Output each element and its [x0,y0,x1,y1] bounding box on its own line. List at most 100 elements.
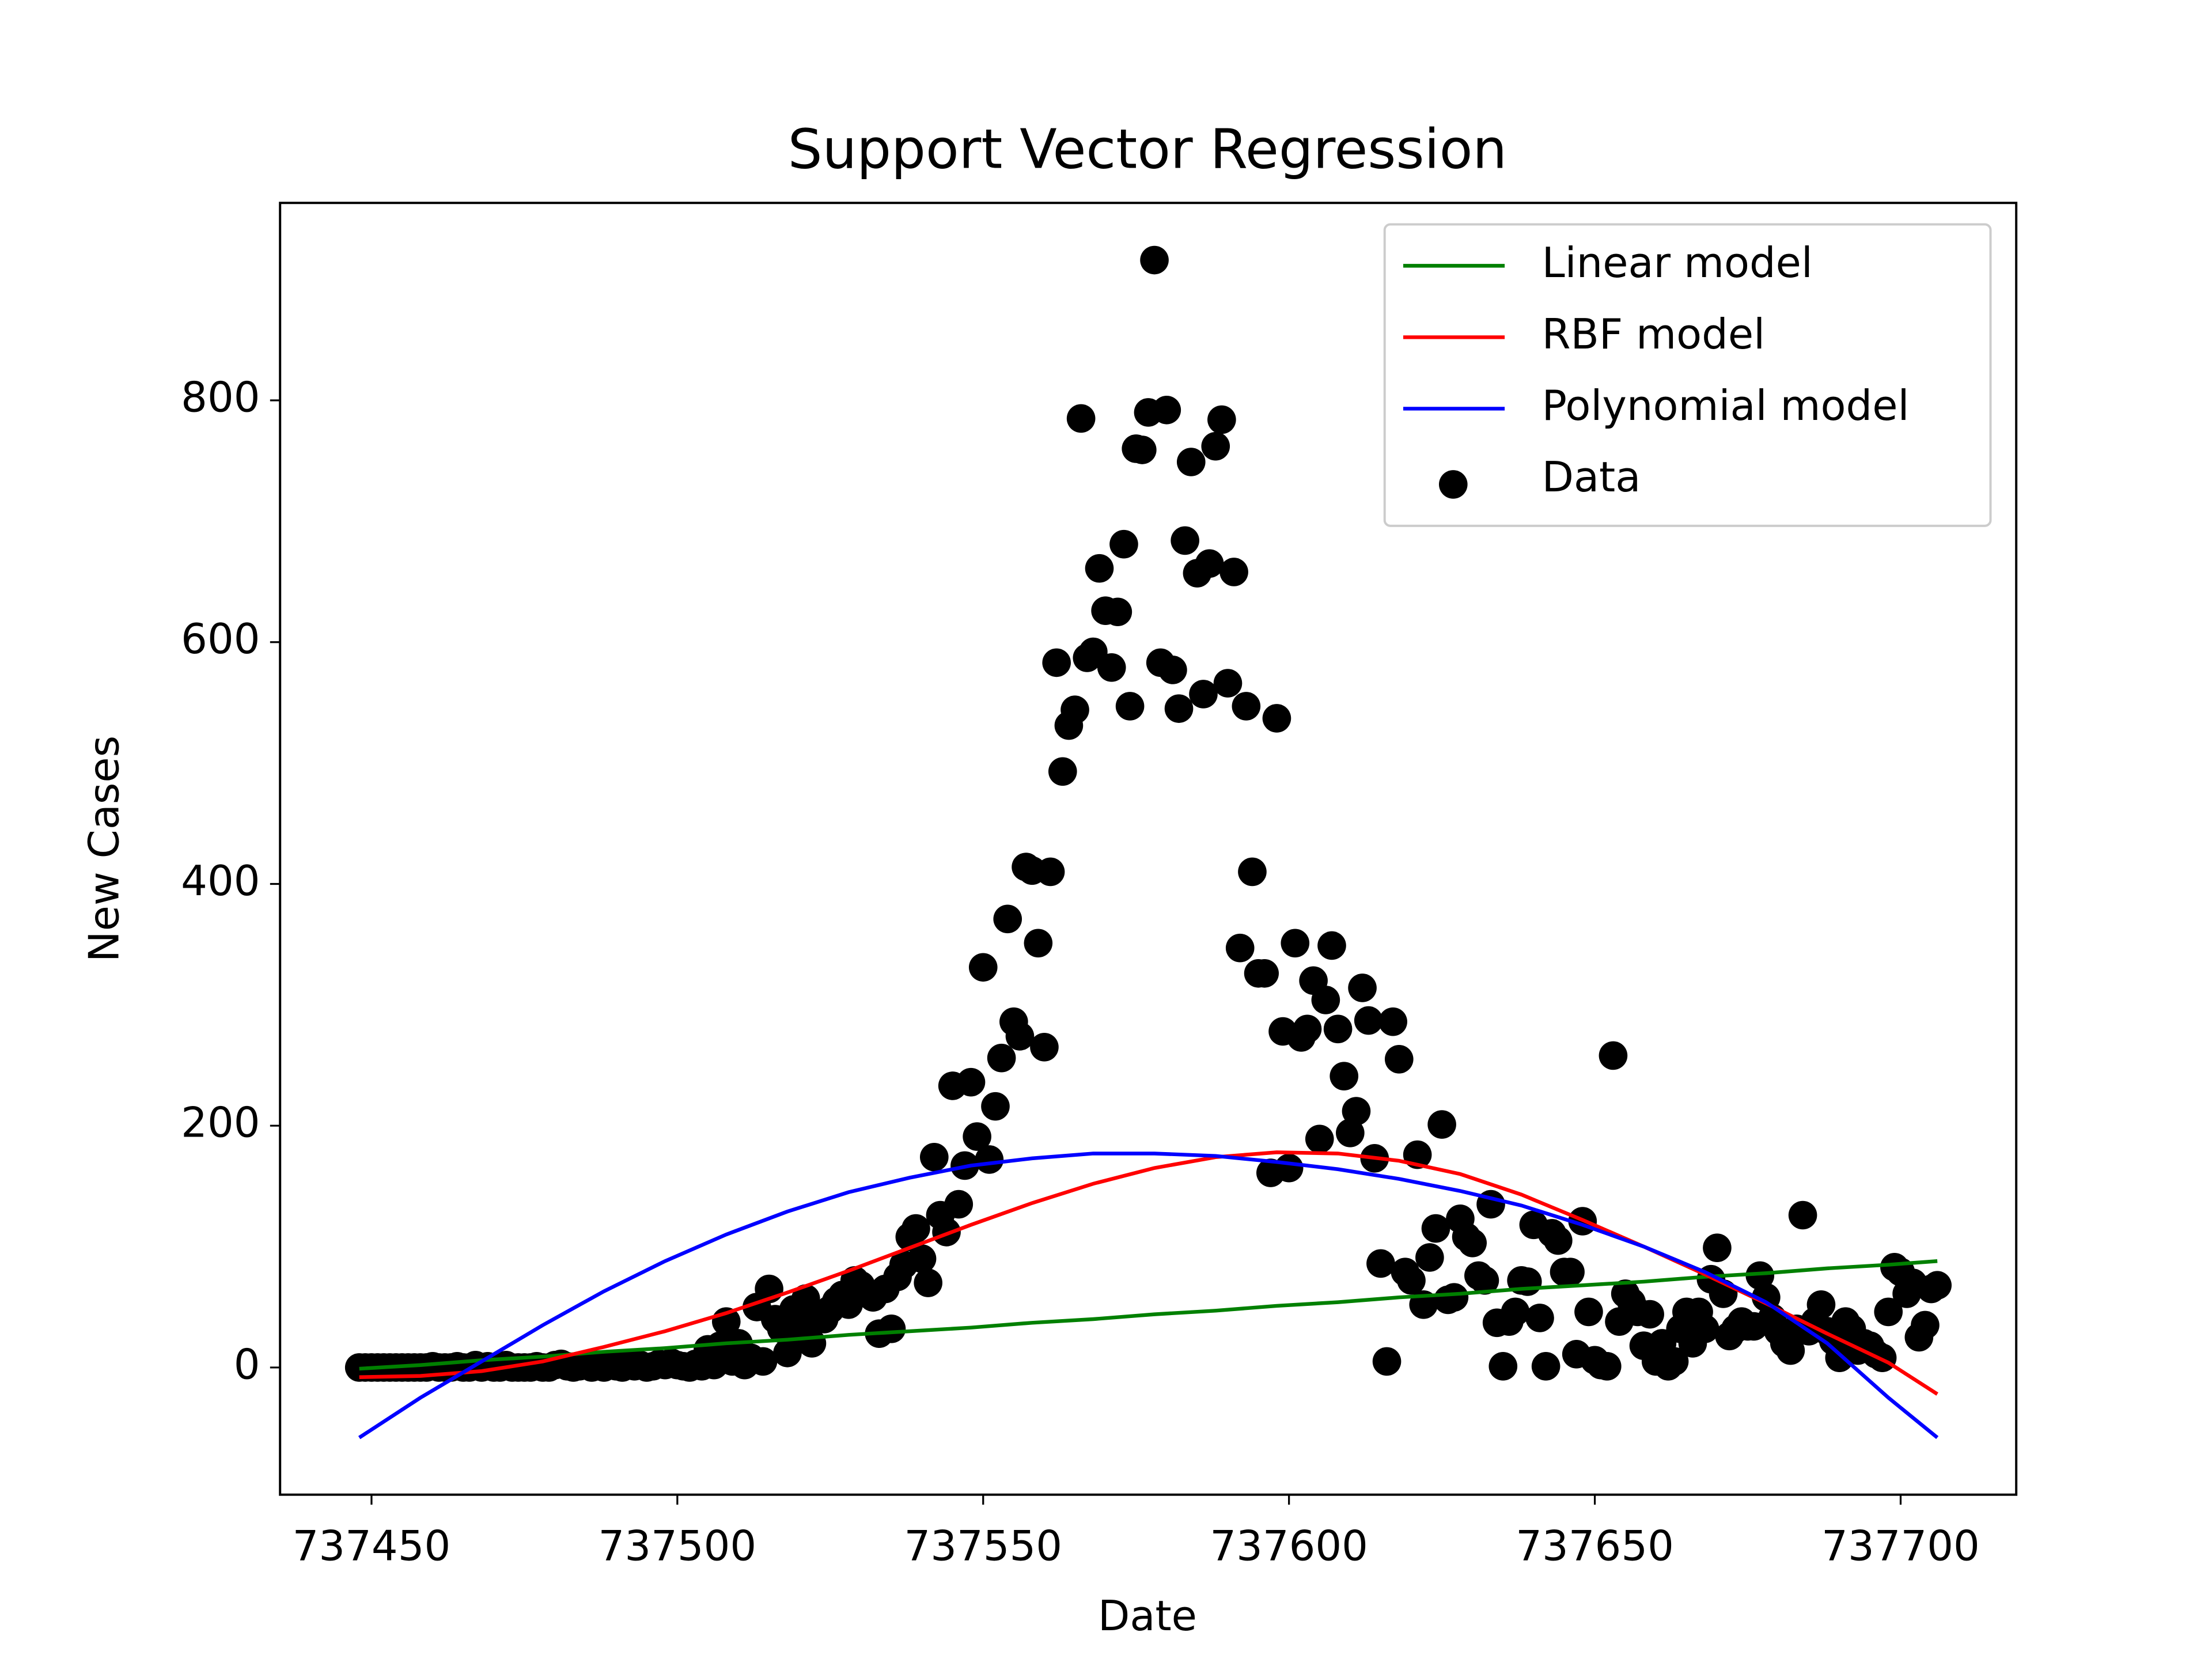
data-point [1330,1062,1359,1090]
data-point [1415,1243,1444,1272]
data-point [877,1314,906,1343]
chart-title: Support Vector Regression [788,118,1507,181]
data-point [1336,1118,1365,1147]
data-point [968,953,998,982]
data-point [1440,1283,1469,1312]
data-point [1427,1110,1456,1139]
data-point [944,1190,974,1219]
data-point [1262,704,1291,733]
data-point [963,1122,991,1151]
data-point [1164,694,1194,723]
data-point [956,1067,986,1097]
plot-area [344,245,1952,1440]
y-tick-label: 800 [181,373,260,422]
data-point [1599,1041,1628,1070]
data-point [1378,1007,1407,1036]
data-point [1128,435,1157,464]
data-point [1574,1297,1603,1327]
data-point [1189,680,1218,709]
data-point [907,1244,937,1273]
data-point [1103,597,1132,627]
data-point [1097,653,1126,682]
data-point [1293,1014,1322,1044]
data-point [1115,692,1145,721]
legend-label: Polynomial model [1542,381,1910,430]
legend-label: Data [1542,453,1641,501]
x-tick-label: 737450 [293,1522,451,1570]
data-point [1085,554,1114,583]
data-point [1225,933,1255,963]
data-point [1274,1153,1304,1183]
data-point [1060,695,1089,725]
data-point [773,1338,802,1368]
data-point [1024,929,1053,958]
data-point [1911,1310,1940,1340]
plot-frame [279,202,2018,1496]
data-point [1140,245,1169,275]
x-tick-label: 737600 [1210,1522,1368,1570]
data-point [1544,1226,1573,1255]
data-point [1305,1124,1334,1154]
data-point [1213,669,1243,698]
data-point [975,1145,1004,1174]
data-point [1048,757,1077,786]
data-point [1348,974,1377,1002]
data-point [748,1347,778,1376]
x-axis-label: Date [1098,1592,1197,1640]
model-line [358,1152,1939,1440]
x-tick-label: 737500 [599,1522,757,1570]
data-point [1005,1022,1035,1051]
data-point [1238,857,1267,887]
model-line [359,1259,1938,1371]
data-point [914,1268,942,1297]
data-point [920,1142,949,1172]
data-point [1788,1200,1817,1230]
data-point [1354,1006,1383,1035]
data-point [1030,1032,1059,1062]
data-point [1592,1352,1622,1381]
data-point [1525,1304,1554,1332]
y-tick-label: 600 [181,615,260,663]
data-point [1513,1267,1542,1296]
data-point [1152,395,1181,425]
data-point [1342,1097,1371,1126]
data-point [1421,1214,1450,1243]
data-point [1281,929,1310,958]
data-point [1207,405,1236,434]
data-point [902,1214,930,1243]
data-point [1384,1044,1414,1074]
data-point [1158,656,1187,684]
data-point [1635,1300,1664,1329]
x-tick-label: 737650 [1516,1522,1674,1570]
legend-box [1383,223,1992,527]
data-point [1470,1266,1499,1295]
y-axis-label: New Cases [80,736,128,962]
data-point [1201,431,1230,461]
data-point [981,1092,1010,1121]
data-point [993,904,1022,934]
data-point [1874,1297,1903,1327]
data-point [1366,1249,1395,1278]
data-point [1323,1014,1353,1044]
data-point [1806,1290,1836,1319]
data-point [1036,857,1065,887]
y-tick-label: 0 [234,1340,260,1388]
data-point [1250,959,1279,988]
data-point [1372,1347,1402,1376]
data-point [1745,1261,1775,1290]
data-point [1458,1228,1487,1257]
data-point [1176,448,1206,476]
data-point [1556,1257,1585,1286]
data-point [1219,558,1248,586]
data-point [1531,1352,1560,1381]
x-tick-label: 737550 [904,1522,1062,1570]
data-point [1690,1314,1719,1343]
data-point [1311,986,1340,1014]
data-point [797,1329,827,1358]
data-point [1042,648,1071,677]
legend-label: RBF model [1542,310,1766,358]
data-point [1660,1347,1689,1376]
y-tick-label: 400 [181,857,260,905]
legend-marker [1438,470,1468,499]
